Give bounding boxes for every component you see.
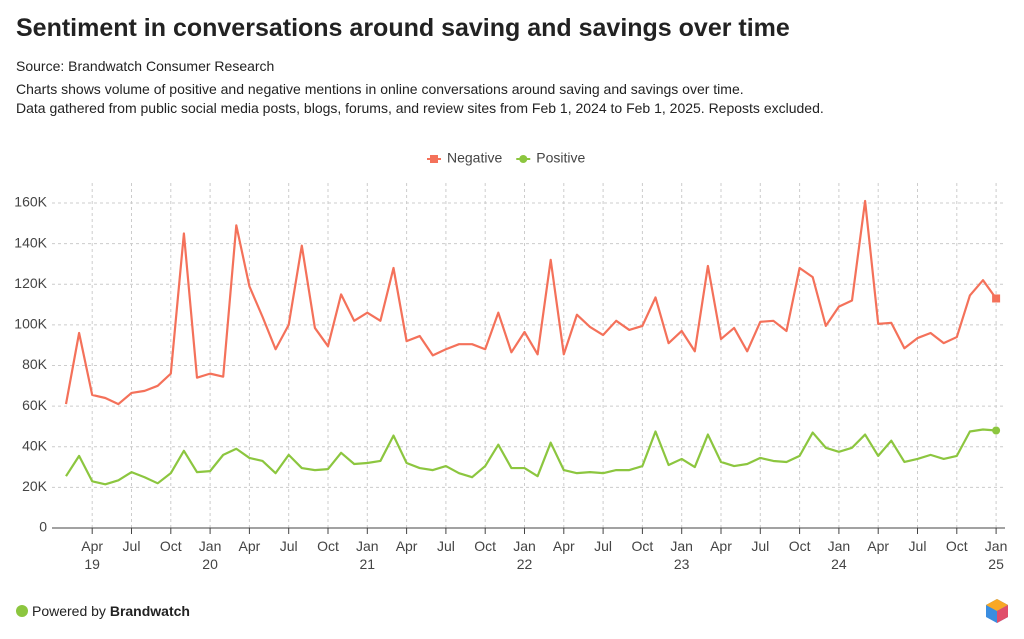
y-tick-label: 40K [22, 437, 48, 453]
series-line [64, 199, 997, 406]
x-tick-label: Apr [395, 538, 418, 554]
x-tick-label: Apr [552, 538, 575, 554]
chart-title: Sentiment in conversations around saving… [16, 14, 790, 42]
y-tick-label: 160K [14, 194, 47, 210]
y-tick-label: 100K [14, 316, 47, 332]
x-tick-label: Apr 19 [81, 538, 104, 572]
x-tick-label: Apr [867, 538, 890, 554]
marker [519, 155, 528, 163]
legend-label: Negative [447, 150, 502, 166]
series-line [65, 428, 997, 486]
marker [430, 155, 438, 163]
subtitle: Source: Brandwatch Consumer Research [16, 58, 275, 74]
y-tick-label: 80K [22, 356, 48, 372]
x-tick-label: Jan 23 [670, 538, 693, 572]
x-tick-label: Oct [317, 538, 339, 554]
x-tick-label: Jan 20 [198, 538, 222, 572]
description: Data gathered from public social media p… [16, 100, 824, 116]
x-tick-label: Jul [908, 538, 927, 554]
footer-prefix: Powered by [32, 603, 106, 619]
x-tick-label: Apr [710, 538, 732, 554]
marker [992, 294, 1001, 303]
x-tick-label: Oct [945, 538, 968, 554]
x-tick-label: Jul [751, 538, 770, 554]
x-tick-label: Jan 25 [984, 538, 1008, 572]
y-tick-label: 20K [22, 478, 48, 494]
y-tick-label: 120K [14, 275, 47, 291]
marker [992, 426, 1001, 435]
x-tick-label: Oct [788, 538, 811, 554]
x-tick-label: Jul [436, 538, 455, 554]
x-tick-label: Jan 24 [827, 538, 851, 572]
description: Charts shows volume of positive and nega… [16, 81, 744, 97]
x-tick-label: Jan 21 [356, 538, 379, 572]
x-tick-label: Jul [279, 538, 298, 554]
x-tick-label: Apr [238, 538, 261, 554]
x-tick-label: Jul [594, 538, 613, 554]
footer-dot [16, 605, 28, 617]
x-tick-label: Oct [631, 538, 654, 554]
logo [986, 599, 1008, 623]
y-tick-label: 60K [22, 397, 48, 413]
footer-brand: Brandwatch [109, 603, 190, 619]
x-tick-label: Jul [122, 538, 141, 554]
y-tick-label: 140K [14, 234, 47, 250]
legend-label: Positive [536, 150, 585, 166]
y-tick-label: 0 [39, 519, 47, 535]
footer: Powered by Brandwatch [32, 603, 190, 619]
x-tick-label: Jan 22 [513, 538, 536, 572]
x-tick-label: Oct [159, 538, 182, 554]
x-tick-label: Oct [474, 538, 497, 554]
